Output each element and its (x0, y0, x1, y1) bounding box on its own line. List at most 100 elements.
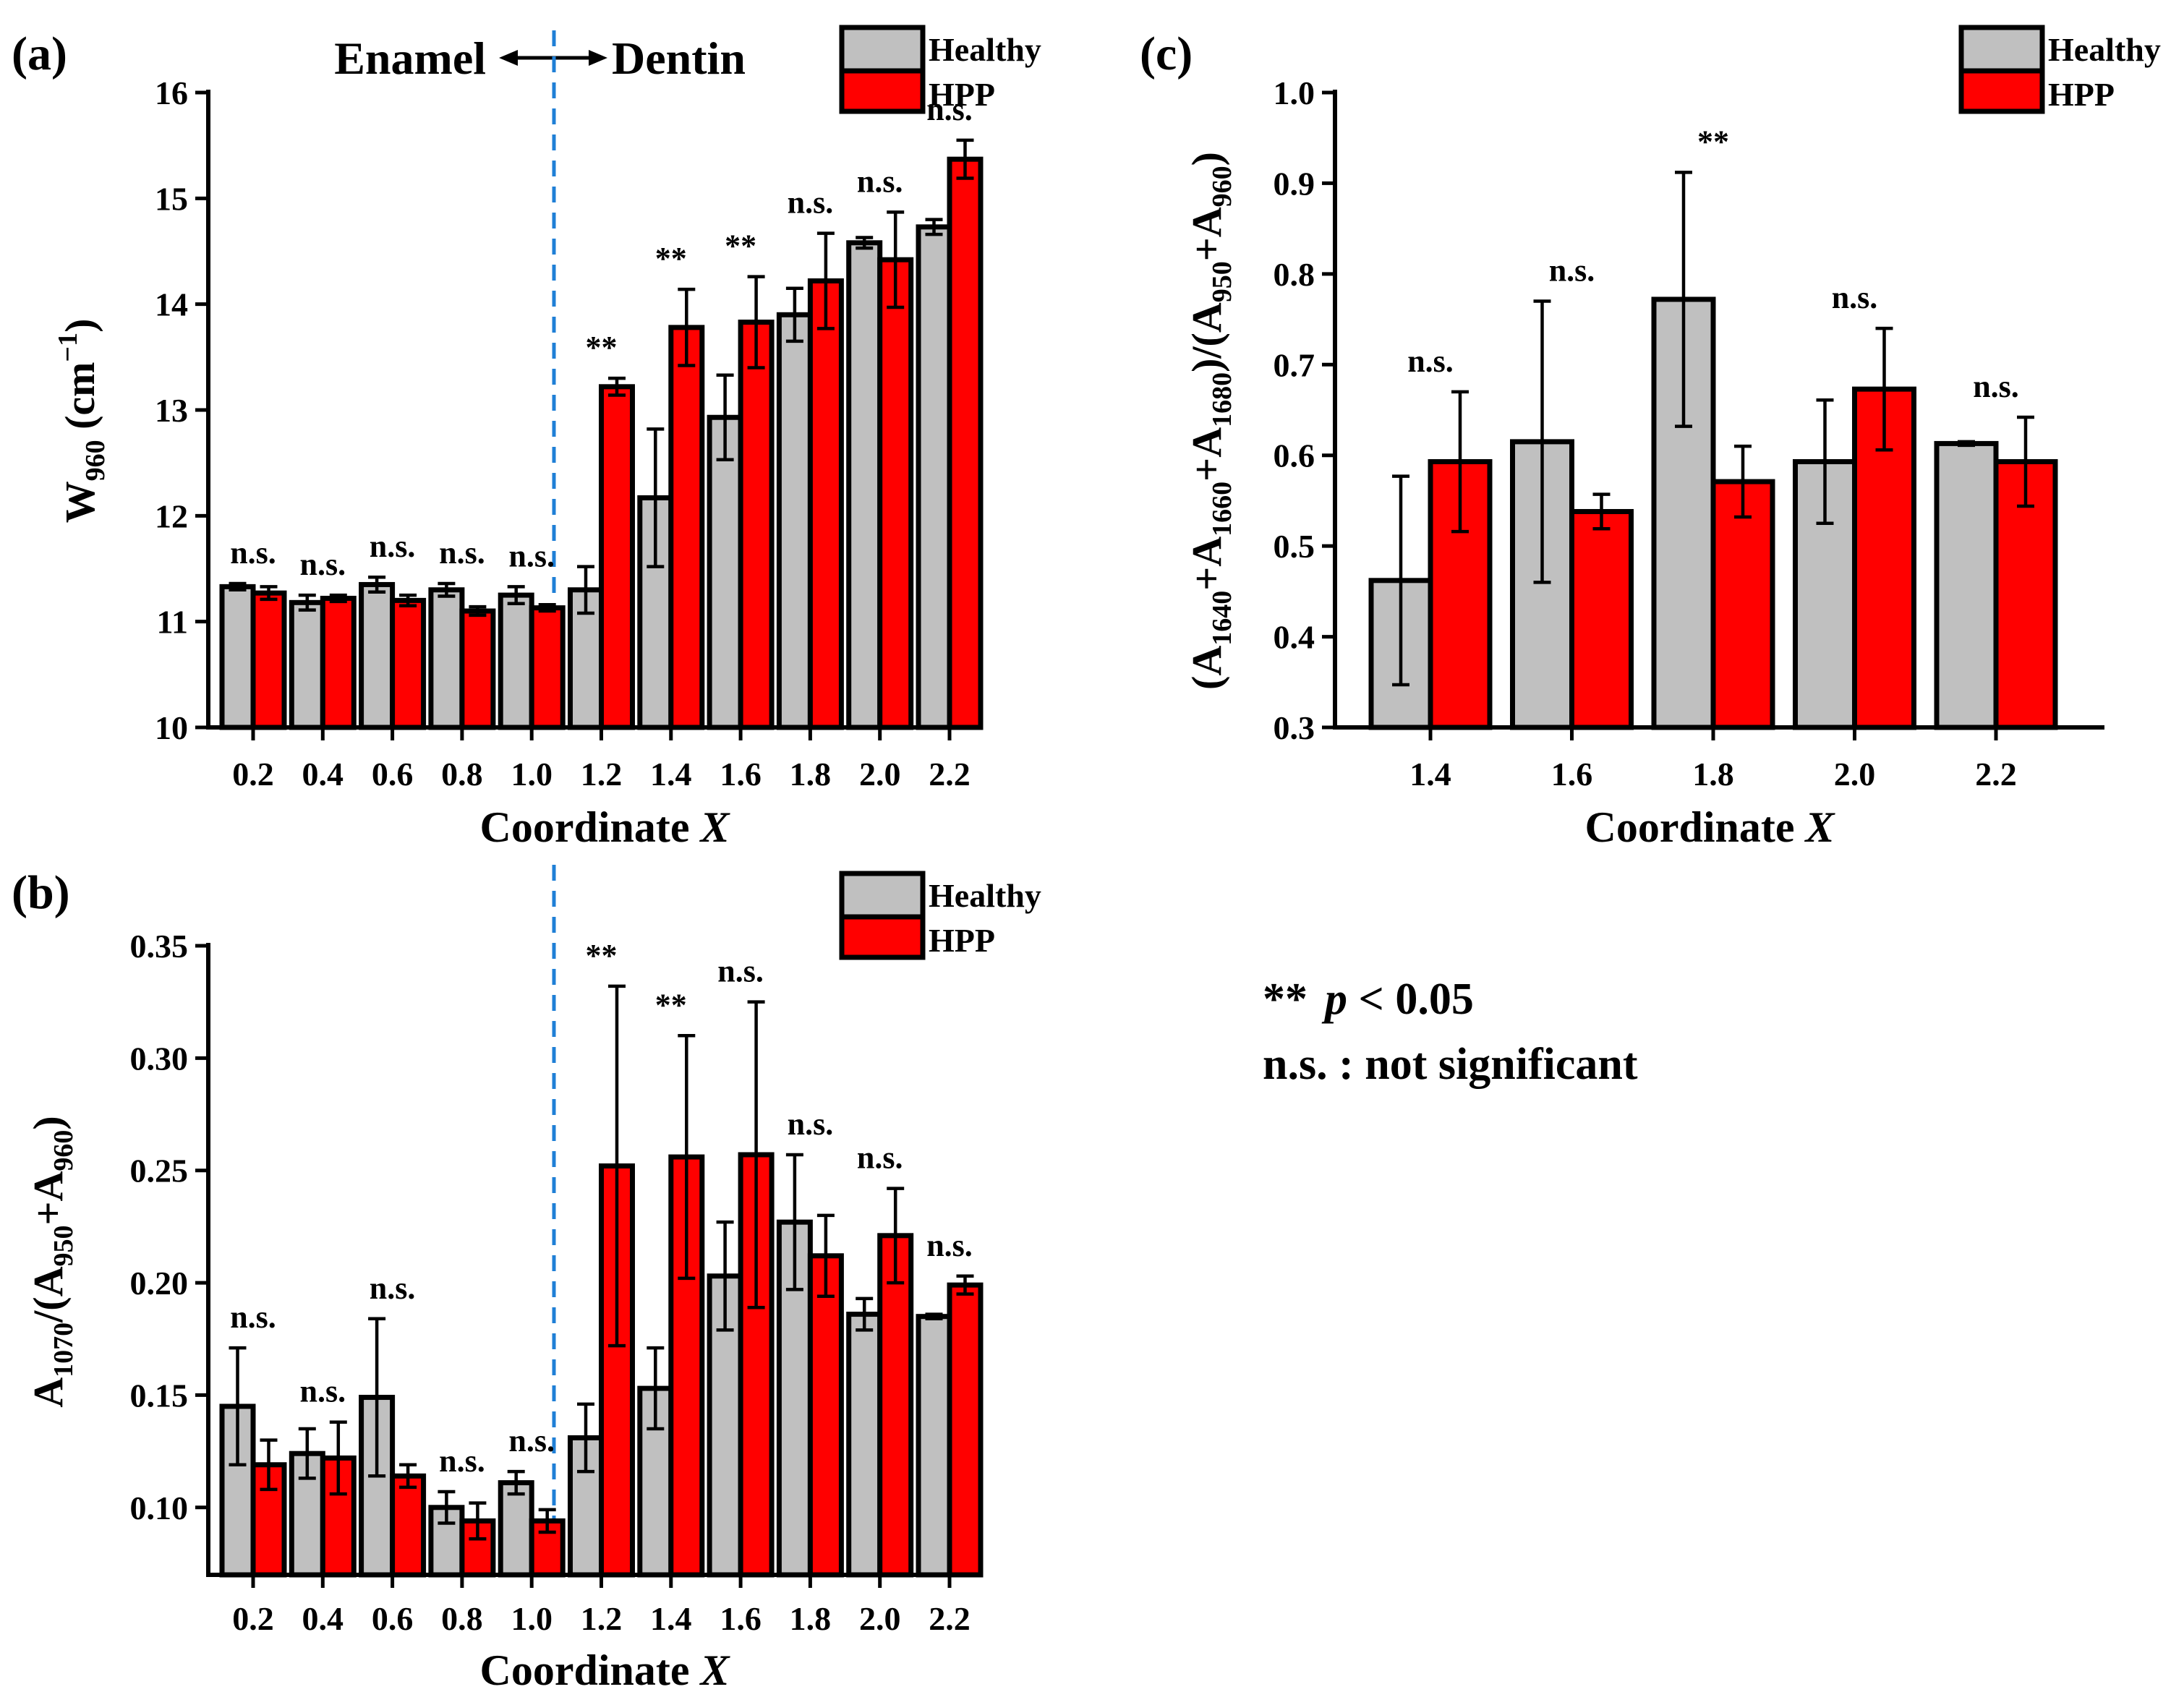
significance-label: n.s. (926, 92, 973, 127)
bar-hpp (320, 595, 357, 730)
error-bar (298, 593, 316, 612)
x-tick-label: 1.2 (581, 1600, 623, 1637)
error-bar (368, 1317, 386, 1478)
error-bar (887, 210, 905, 309)
bar-healthy (916, 1314, 952, 1578)
bar-healthy (219, 584, 256, 730)
legend-healthy-swatch (839, 871, 926, 920)
y-tick-label: 14 (155, 286, 188, 323)
y-tick-label: 0.15 (130, 1377, 189, 1414)
error-bar (678, 287, 696, 367)
x-tick-label: 2.2 (929, 756, 971, 792)
error-bar (329, 1420, 347, 1496)
y-tick-label: 0.5 (1274, 528, 1315, 565)
legend-healthy-swatch (839, 25, 926, 74)
error-bar (747, 275, 765, 369)
panel-c-legend: Healthy HPP (1958, 25, 2161, 114)
error-bar (260, 585, 278, 602)
x-tick-label: 2.2 (929, 1600, 971, 1637)
error-bar (577, 565, 594, 615)
error-bar (608, 376, 626, 397)
panel-a-ylabel: W960 (cm−1) (53, 319, 111, 524)
y-tick-label: 0.30 (130, 1040, 189, 1077)
y-tick-label: 12 (155, 497, 188, 534)
significance-label: ** (586, 330, 618, 365)
x-tick-label: 1.4 (650, 756, 692, 792)
significance-label: n.s. (230, 535, 276, 571)
x-tick-label: 1.0 (511, 756, 553, 792)
error-bar (816, 231, 835, 330)
significance-label: n.s. (1973, 369, 2019, 404)
error-bar (1875, 326, 1893, 452)
legend-hpp-swatch (839, 914, 926, 960)
legend-healthy-label: Healthy (929, 877, 1041, 914)
y-tick-label: 0.9 (1274, 165, 1315, 202)
significance-label: n.s. (1407, 343, 1454, 379)
significance-label: ** (655, 241, 687, 276)
significance-label: n.s. (788, 185, 834, 221)
x-tick-label: 0.2 (232, 1600, 274, 1637)
bar-hpp (947, 156, 984, 730)
x-tick-label: 1.4 (1409, 756, 1451, 792)
error-bar (538, 603, 556, 613)
panel-c-xlabel: Coordinate X (1584, 803, 1835, 851)
bar-healthy (498, 592, 534, 730)
significance-label: n.s. (439, 535, 485, 571)
bar-hpp (459, 608, 496, 730)
error-bar (856, 236, 874, 250)
x-tick-label: 1.6 (720, 1600, 762, 1637)
panel-c-label: (c) (1140, 27, 1193, 80)
legend-healthy-label: Healthy (2048, 31, 2161, 68)
x-tick-label: 1.2 (581, 756, 623, 792)
bar-healthy (776, 312, 813, 730)
x-tick-label: 1.4 (650, 1600, 692, 1637)
significance-label: n.s. (717, 954, 764, 989)
error-bar (399, 1463, 417, 1490)
error-bar (816, 1213, 835, 1298)
legend-hpp-label: HPP (929, 76, 995, 113)
x-tick-label: 0.8 (441, 1600, 483, 1637)
y-tick-label: 0.25 (130, 1153, 189, 1189)
panel-c-plot: 0.3 0.4 0.5 0.6 0.7 0.8 0.9 1.0 1.4 n.s. 1.6 n.s. 1.… (1274, 74, 2104, 792)
bar-hpp (947, 1282, 984, 1578)
panel-a-xlabel: Coordinate X (479, 803, 730, 851)
y-tick-label: 0.8 (1274, 256, 1315, 293)
error-bar (1816, 398, 1834, 526)
error-bar (716, 1220, 734, 1332)
y-tick-label: 0.7 (1274, 346, 1315, 383)
error-bar (399, 593, 417, 607)
y-tick-label: 0.35 (130, 928, 189, 965)
error-bar (368, 575, 386, 594)
x-tick-label: 2.0 (859, 756, 901, 792)
legend-healthy-label: Healthy (929, 31, 1041, 68)
x-tick-label: 1.8 (790, 1600, 832, 1637)
bar-hpp (1569, 508, 1634, 730)
x-tick-label: 0.4 (302, 1600, 344, 1637)
x-tick-label: 0.4 (302, 756, 344, 792)
x-tick-label: 0.8 (441, 756, 483, 792)
x-tick-label: 2.0 (859, 1600, 901, 1637)
bar-healthy (359, 581, 396, 730)
panel-c: (c) (A1640+A1660+A1680)/(A950+A960) 0.30… (1140, 25, 2161, 851)
bar-healthy (1934, 440, 1999, 730)
panel-b: (b) A1070/(A950+A960) 0.100.150.200.250.… (12, 865, 1041, 1694)
bar-healthy (846, 1312, 883, 1578)
error-bar (956, 138, 974, 180)
y-tick-label: 0.3 (1274, 709, 1315, 746)
significance-label: n.s. (230, 1299, 276, 1335)
error-bar (887, 1187, 905, 1285)
bar-hpp (1993, 458, 2058, 730)
legend-hpp-swatch (1958, 68, 2045, 114)
bar-hpp (738, 320, 775, 730)
bar-hpp (877, 257, 914, 730)
panel-a-legend: Healthy HPP (839, 25, 1041, 114)
y-tick-label: 0.20 (130, 1265, 189, 1302)
bar-hpp (250, 590, 287, 730)
error-bar (785, 1153, 803, 1291)
panel-b-plot: 0.10 0.15 0.20 0.25 0.30 0.35 0.2 n.s. 0.4 n.s. 0.… (130, 928, 984, 1637)
y-tick-label: 15 (155, 180, 188, 217)
y-tick-label: 13 (155, 392, 188, 429)
panel-a-label: (a) (12, 27, 67, 80)
significance-notes: ** p < 0.05 n.s. : not significant (1263, 975, 1638, 1089)
